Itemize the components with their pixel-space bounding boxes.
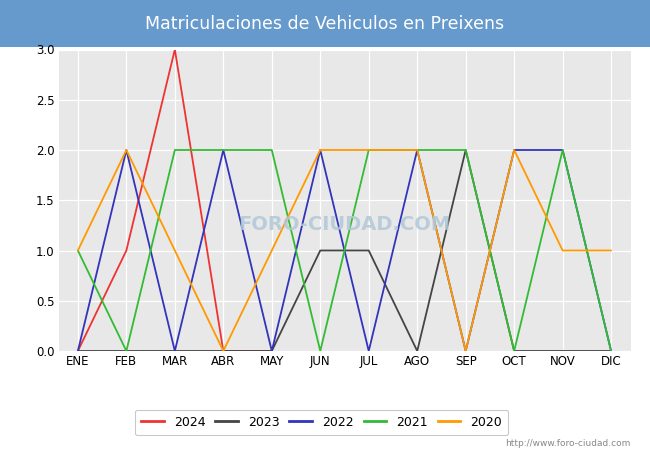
Legend: 2024, 2023, 2022, 2021, 2020: 2024, 2023, 2022, 2021, 2020 bbox=[135, 410, 508, 435]
Text: http://www.foro-ciudad.com: http://www.foro-ciudad.com bbox=[505, 439, 630, 448]
Text: FORO-CIUDAD.COM: FORO-CIUDAD.COM bbox=[239, 215, 450, 234]
Text: Matriculaciones de Vehiculos en Preixens: Matriculaciones de Vehiculos en Preixens bbox=[146, 14, 504, 33]
